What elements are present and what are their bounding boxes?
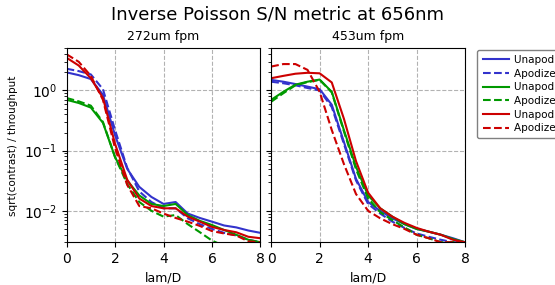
Text: Inverse Poisson S/N metric at 656nm: Inverse Poisson S/N metric at 656nm	[111, 6, 444, 24]
X-axis label: lam/D: lam/D	[145, 272, 182, 284]
X-axis label: lam/D: lam/D	[350, 272, 387, 284]
Title: 453um fpm: 453um fpm	[332, 30, 404, 43]
Y-axis label: sqrt(contrast) / throughput: sqrt(contrast) / throughput	[8, 75, 18, 215]
Legend: Unapodized Lg1, Apodized Lg1, Unapodized Lg2, Apodized Lg2, Unapodized Sm, Apodi: Unapodized Lg1, Apodized Lg1, Unapodized…	[477, 50, 555, 139]
Title: 272um fpm: 272um fpm	[128, 30, 200, 43]
